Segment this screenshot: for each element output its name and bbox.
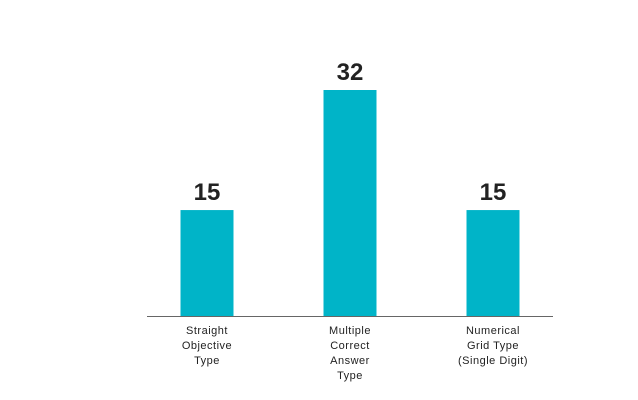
value-label: 15 <box>194 179 221 206</box>
x-tick-label: Straight Objective Type <box>181 325 233 367</box>
x-tick-label: Numerical Grid Type (Single Digit) <box>458 325 528 367</box>
bar <box>466 210 520 316</box>
x-tick-label: Multiple Correct Answer Type <box>329 325 371 382</box>
bar <box>323 90 377 316</box>
value-label: 15 <box>480 179 507 206</box>
bar <box>180 210 234 316</box>
value-label: 32 <box>337 59 364 86</box>
